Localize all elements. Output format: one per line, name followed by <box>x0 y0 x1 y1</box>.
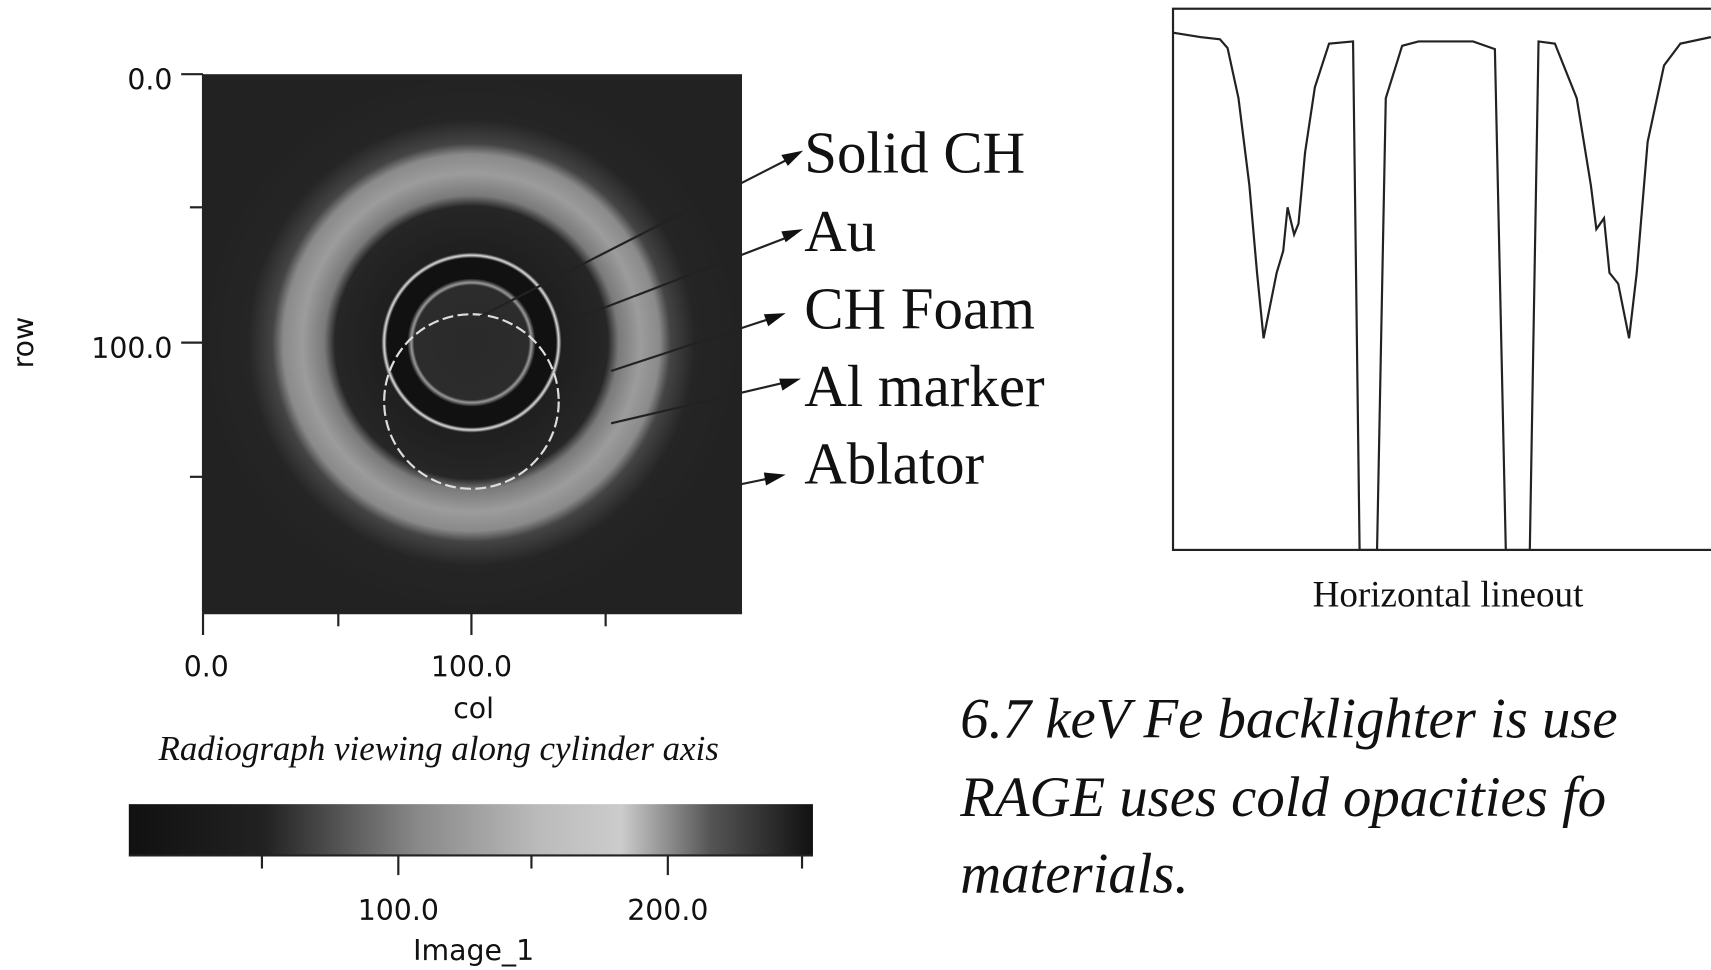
note-line: 6.7 keV Fe backlighter is use <box>960 688 1617 751</box>
colorbar-title: Image_1 <box>413 934 534 967</box>
x-tick-label: 100.0 <box>431 650 512 683</box>
arrowheads <box>764 151 803 486</box>
note-line: RAGE uses cold opacities fo <box>959 766 1606 829</box>
page: 0.0 100.0 row 0.0 100.0 col Radiograph v… <box>0 0 1711 970</box>
material-label: Al marker <box>804 353 1045 419</box>
colorbar: 100.0 200.0 Image_1 <box>129 804 813 967</box>
radiograph-image <box>203 74 742 613</box>
note: 6.7 keV Fe backlighter is use RAGE uses … <box>959 688 1617 906</box>
y-tick-label: 0.0 <box>127 63 172 96</box>
caption: Radiograph viewing along cylinder axis <box>158 729 719 768</box>
material-label: Ablator <box>804 430 984 496</box>
lineout-frame <box>1173 9 1711 550</box>
y-tick-label: 100.0 <box>91 332 172 365</box>
colorbar-tick-label: 200.0 <box>627 894 708 927</box>
note-line: materials. <box>960 843 1188 906</box>
lineout-caption: Horizontal lineout <box>1313 575 1585 616</box>
x-axis-title: col <box>453 692 494 725</box>
radiograph: 0.0 100.0 row 0.0 100.0 col Radiograph v… <box>7 63 1045 768</box>
material-label: Au <box>804 198 876 264</box>
material-label: CH Foam <box>804 275 1035 341</box>
y-axis-title: row <box>7 317 40 369</box>
lineout: Horizontal lineout <box>1173 9 1711 616</box>
x-tick-label: 0.0 <box>184 650 229 683</box>
colorbar-tick-label: 100.0 <box>358 894 439 927</box>
colorbar-gradient <box>129 804 813 855</box>
material-label: Solid CH <box>804 119 1025 185</box>
lineout-curve <box>1173 33 1711 550</box>
